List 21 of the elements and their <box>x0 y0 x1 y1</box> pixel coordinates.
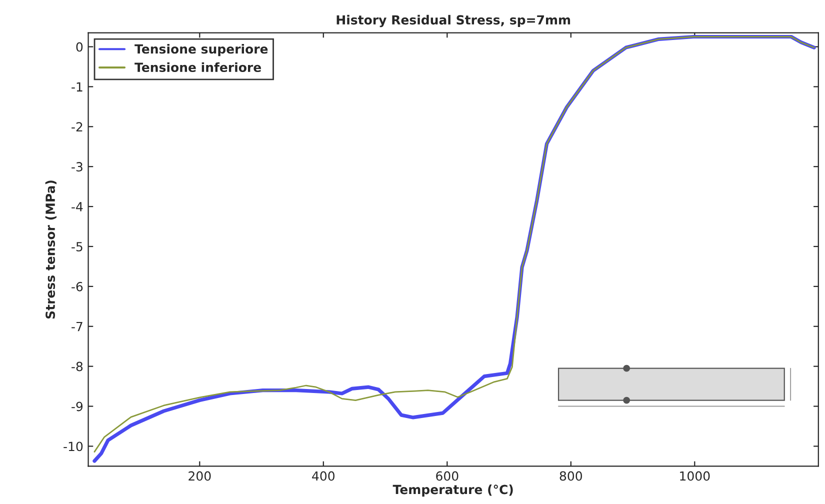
y-tick-label: -9 <box>72 402 83 412</box>
y-tick-label: -7 <box>72 322 82 332</box>
y-tick-label: -1 <box>72 82 82 92</box>
y-tick-label: 0 <box>76 42 83 52</box>
y-tick-label: -10 <box>64 442 83 452</box>
y-axis-title: Stress tensor (MPa) <box>45 180 56 319</box>
y-tick-label: -2 <box>72 122 82 132</box>
y-tick-label: -6 <box>72 282 83 292</box>
legend-label: Tensione inferiore <box>134 62 261 72</box>
x-tick-label: 1000 <box>680 471 710 481</box>
x-axis-title: Temperature (°C) <box>392 484 513 497</box>
y-tick-label: -3 <box>72 162 82 172</box>
x-tick-label: 200 <box>188 471 211 481</box>
x-tick-label: 600 <box>436 471 458 481</box>
x-tick-label: 400 <box>312 471 334 481</box>
chart-title: History Residual Stress, sp=7mm <box>336 14 570 28</box>
x-tick-label: 800 <box>560 471 582 481</box>
y-tick-label: -5 <box>72 242 82 252</box>
y-tick-label: -4 <box>72 202 83 212</box>
y-tick-label: -8 <box>72 362 83 372</box>
legend-label: Tensione superiore <box>134 44 268 56</box>
